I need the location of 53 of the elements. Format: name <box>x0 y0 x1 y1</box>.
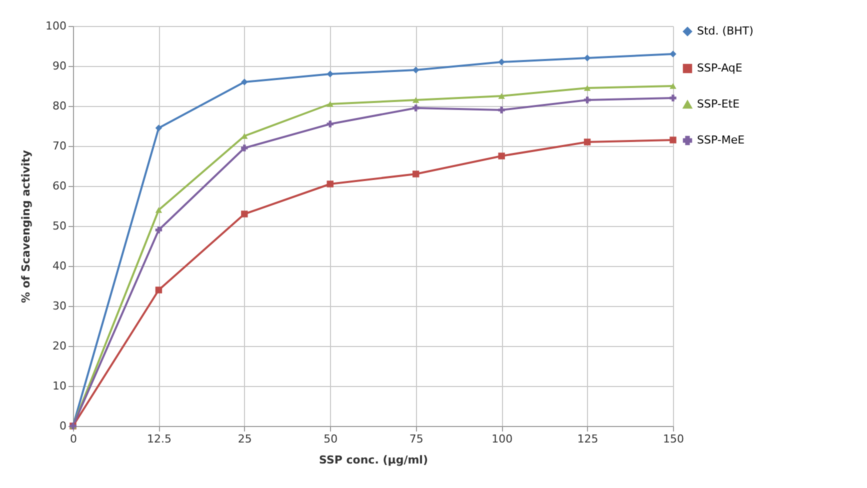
x-tick-label: 50 <box>324 432 338 446</box>
y-tick-label: 20 <box>52 340 66 352</box>
point <box>326 180 334 188</box>
point <box>412 66 420 74</box>
point <box>670 50 676 58</box>
point <box>584 96 591 104</box>
point <box>326 120 334 128</box>
point <box>326 101 334 107</box>
legend-label: Std. (BHT) <box>697 24 754 38</box>
x-tick-label: 25 <box>238 432 252 446</box>
point <box>155 124 162 132</box>
y-tick-label: 90 <box>52 60 66 72</box>
y-tick-label: 0 <box>60 420 66 432</box>
legend-label: SSP-AqE <box>697 62 742 74</box>
x-tick-label: 0 <box>70 432 77 446</box>
legend-label: SSP-MeE <box>697 134 745 146</box>
point <box>155 226 162 234</box>
x-tick-label: 125 <box>577 432 598 446</box>
y-tick-label: 80 <box>52 100 66 112</box>
point <box>241 210 248 218</box>
x-axis-title: SSP conc. (µg/ml) <box>319 454 428 466</box>
point <box>498 106 505 114</box>
point <box>498 58 505 66</box>
legend-label: SSP-EtE <box>697 98 740 110</box>
point <box>670 83 676 89</box>
y-tick-label: 100 <box>46 20 66 32</box>
point <box>412 170 420 178</box>
point <box>670 136 676 144</box>
x-tick-label: 150 <box>663 432 684 446</box>
y-tick-label: 50 <box>52 220 66 232</box>
point <box>326 70 334 78</box>
point <box>241 133 248 139</box>
y-tick-label: 70 <box>52 140 66 152</box>
point <box>241 78 248 86</box>
x-tick-label: 12.5 <box>146 432 172 446</box>
point <box>584 85 591 91</box>
y-tick-label: 30 <box>52 300 66 312</box>
x-tick-label: 75 <box>409 432 424 446</box>
point <box>155 207 162 213</box>
point <box>670 94 676 102</box>
y-tick-label: 10 <box>52 380 66 392</box>
point <box>498 152 505 160</box>
point <box>155 286 162 294</box>
point <box>584 138 591 146</box>
y-tick-label: 40 <box>52 260 66 272</box>
point <box>412 104 420 112</box>
y-tick-label: 60 <box>52 180 66 192</box>
x-tick-label: 100 <box>492 432 513 446</box>
point <box>241 144 248 152</box>
point <box>498 93 505 99</box>
point <box>412 97 420 103</box>
y-axis-title: % of Scavenging activity <box>20 150 33 303</box>
point <box>584 54 591 62</box>
